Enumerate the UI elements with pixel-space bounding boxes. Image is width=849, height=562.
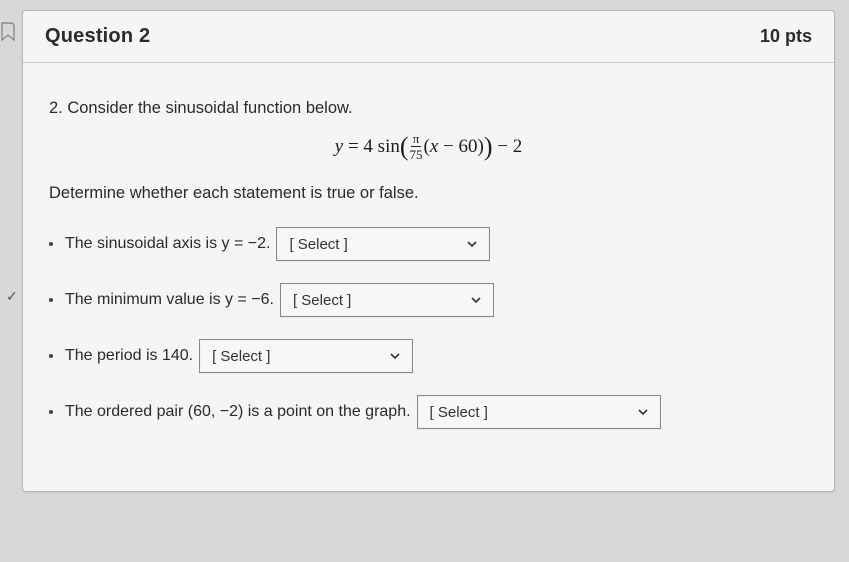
bullet-icon [49,298,53,302]
select-label: [ Select ] [289,236,347,253]
chevron-down-icon [465,237,479,251]
equation: y = 4 sin(π75(x − 60)) − 2 [49,132,808,162]
eq-tail: − 2 [493,136,523,157]
bookmark-outline-icon [0,22,16,42]
question-header: Question 2 10 pts [23,11,834,63]
list-item: The minimum value is y = −6. [ Select ] [49,283,808,317]
chevron-down-icon [388,349,402,363]
select-dropdown[interactable]: [ Select ] [280,283,494,317]
statement-text: The minimum value is y = −6. [65,291,274,309]
select-dropdown[interactable]: [ Select ] [199,339,413,373]
eq-coef: 4 [363,136,373,157]
question-instruction: Determine whether each statement is true… [49,184,808,203]
question-nav-marker[interactable] [0,22,16,42]
select-label: [ Select ] [293,292,351,309]
list-item: The sinusoidal axis is y = −2. [ Select … [49,227,808,261]
question-card: Question 2 10 pts 2. Consider the sinuso… [22,10,835,492]
eq-lhs-var: y [335,136,343,157]
chevron-down-icon [469,293,483,307]
eq-frac-den: 75 [410,147,423,161]
list-item: The ordered pair (60, −2) is a point on … [49,395,808,429]
question-points: 10 pts [760,26,812,47]
select-label: [ Select ] [212,348,270,365]
eq-inner-rest: − 60) [438,136,484,157]
eq-open-paren: ( [400,132,409,161]
question-title: Question 2 [45,25,150,48]
statement-list: The sinusoidal axis is y = −2. [ Select … [49,227,808,429]
select-dropdown[interactable]: [ Select ] [276,227,490,261]
eq-fraction: π75 [410,132,423,161]
bullet-icon [49,354,53,358]
list-item: The period is 140. [ Select ] [49,339,808,373]
question-prompt: 2. Consider the sinusoidal function belo… [49,99,808,118]
statement-text: The sinusoidal axis is y = −2. [65,235,270,253]
eq-frac-num: π [411,132,422,147]
eq-equals: = [343,136,363,157]
bullet-icon [49,410,53,414]
side-checkmark-icon: ✓ [6,288,18,305]
bullet-icon [49,242,53,246]
select-label: [ Select ] [430,404,488,421]
question-body: 2. Consider the sinusoidal function belo… [23,63,834,491]
eq-close-paren: ) [484,132,493,161]
statement-text: The ordered pair (60, −2) is a point on … [65,403,411,421]
select-dropdown[interactable]: [ Select ] [417,395,661,429]
statement-text: The period is 140. [65,347,193,365]
eq-func: sin [373,136,400,157]
chevron-down-icon [636,405,650,419]
